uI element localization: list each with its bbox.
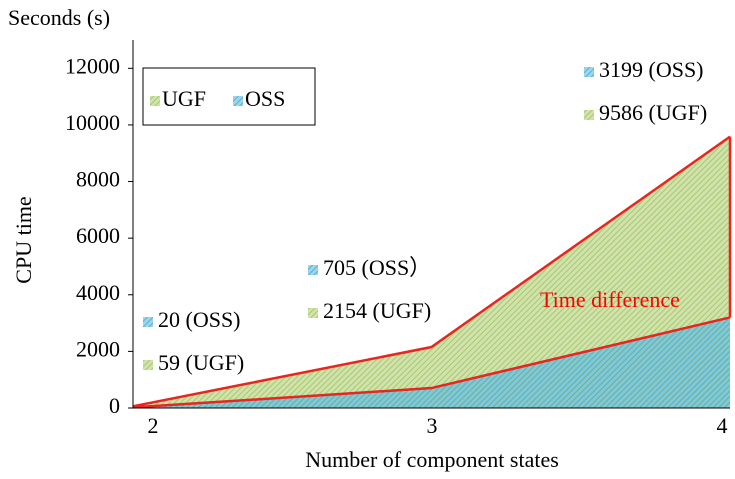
y-tick-label: 10000 xyxy=(65,110,120,135)
x-axis-title: Number of component states xyxy=(305,447,559,472)
data-label: 9586 (UGF) xyxy=(599,100,707,125)
legend-label: OSS xyxy=(245,86,285,111)
area-outline xyxy=(132,135,731,408)
data-label: 705 (OSS） xyxy=(323,255,431,280)
label-swatch xyxy=(308,265,318,275)
data-label: 3199 (OSS) xyxy=(599,57,704,82)
label-swatch xyxy=(584,110,594,120)
data-label: 20 (OSS) xyxy=(158,307,241,332)
data-label: 2154 (UGF) xyxy=(323,298,431,323)
x-tick-label: 4 xyxy=(717,413,728,438)
area-outline xyxy=(132,316,731,409)
label-swatch xyxy=(143,360,153,370)
legend-swatch xyxy=(233,96,243,106)
y-axis-title: CPU time xyxy=(11,196,36,283)
y-tick-label: 0 xyxy=(109,393,120,418)
label-swatch xyxy=(308,308,318,318)
legend-swatch xyxy=(150,96,160,106)
legend-label: UGF xyxy=(162,86,206,111)
annotation: Time difference xyxy=(540,287,680,312)
area xyxy=(133,317,730,408)
label-swatch xyxy=(143,317,153,327)
y-tick-label: 8000 xyxy=(76,167,120,192)
y-tick-label: 6000 xyxy=(76,223,120,248)
area xyxy=(133,136,730,408)
legend-box xyxy=(142,67,316,126)
y-tick-label: 12000 xyxy=(65,53,120,78)
y-tick-label: 2000 xyxy=(76,336,120,361)
x-tick-label: 3 xyxy=(427,413,438,438)
y-tick-label: 4000 xyxy=(76,280,120,305)
y-unit-label: Seconds (s) xyxy=(8,5,110,30)
x-tick-label: 2 xyxy=(148,413,159,438)
label-swatch xyxy=(584,67,594,77)
data-label: 59 (UGF) xyxy=(158,350,244,375)
